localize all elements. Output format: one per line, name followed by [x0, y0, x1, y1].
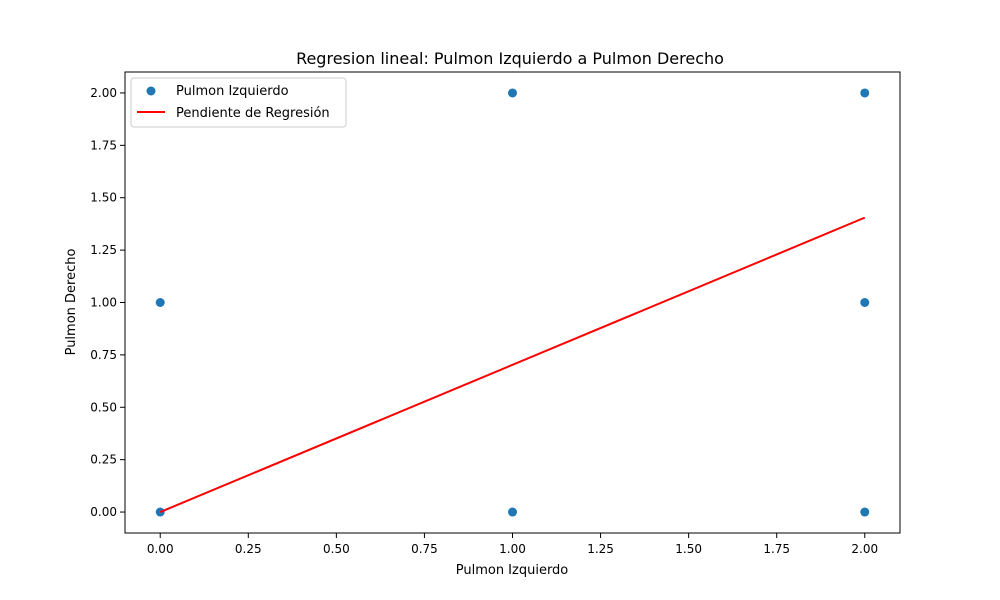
y-tick-label: 1.00 [90, 296, 117, 310]
x-axis: 0.00 0.25 0.50 0.75 1.00 1.25 1.50 1.75 2.00 [147, 533, 878, 556]
x-tick-label: 1.75 [763, 542, 790, 556]
legend-label-scatter: Pulmon Izquierdo [176, 84, 289, 99]
legend: Pulmon Izquierdo Pendiente de Regresión [130, 77, 347, 128]
x-tick-label: 1.50 [675, 542, 702, 556]
x-tick-label: 0.25 [235, 542, 262, 556]
x-tick-label: 0.00 [147, 542, 174, 556]
x-tick-label: 1.25 [587, 542, 614, 556]
y-tick-label: 0.50 [90, 400, 117, 414]
y-tick-label: 2.00 [90, 86, 117, 100]
scatter-point [508, 88, 517, 98]
x-tick-label: 2.00 [851, 542, 878, 556]
plot-area [155, 88, 870, 517]
x-tick-label: 1.00 [499, 542, 526, 556]
x-axis-label: Pulmon Izquierdo [456, 563, 569, 578]
y-tick-label: 1.75 [90, 138, 117, 152]
legend-marker-scatter [146, 86, 156, 96]
y-axis-label: Pulmon Derecho [64, 249, 79, 356]
x-tick-label: 0.50 [323, 542, 350, 556]
y-tick-label: 1.25 [90, 243, 117, 257]
legend-label-line: Pendiente de Regresión [176, 106, 330, 121]
y-tick-label: 0.25 [90, 453, 117, 467]
y-tick-label: 1.50 [90, 191, 117, 205]
y-tick-label: 0.75 [90, 348, 117, 362]
scatter-point [860, 88, 870, 98]
y-tick-label: 0.00 [90, 505, 117, 519]
legend-box [130, 77, 347, 128]
y-axis: 0.00 0.25 0.50 0.75 1.00 1.25 1.50 1.75 2.00 [90, 86, 125, 519]
chart-title: Regresion lineal: Pulmon Izquierdo a Pul… [296, 49, 724, 68]
scatter-point [155, 298, 165, 307]
regression-line [159, 216, 866, 513]
x-tick-label: 0.75 [411, 542, 438, 556]
scatter-point [860, 507, 870, 517]
scatter-point [860, 298, 870, 307]
scatter-point [508, 507, 517, 517]
